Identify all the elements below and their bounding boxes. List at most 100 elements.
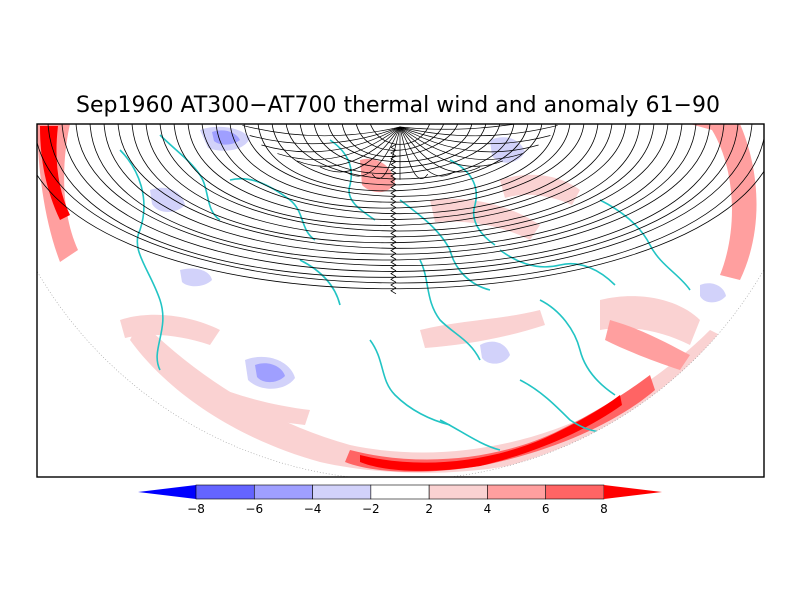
colorbar-tick-label: 4 (484, 502, 492, 516)
anomaly-shading (37, 124, 757, 473)
coastline-segment (439, 419, 501, 451)
streamline (399, 126, 429, 180)
colorbar-bin (253, 484, 313, 500)
streamline-arrow (390, 161, 397, 168)
coastline-segment (329, 139, 376, 221)
colorbar-tick-label: −8 (187, 502, 205, 516)
streamline-arrow (390, 195, 397, 203)
streamline (37, 124, 764, 284)
coastline-segment (539, 299, 616, 396)
streamline (399, 126, 503, 167)
streamline-arrow (390, 281, 397, 289)
streamline (399, 126, 455, 177)
colorbar-bin (195, 484, 255, 500)
colorbar-bin (487, 484, 547, 500)
streamline-arrow (390, 178, 397, 186)
streamline-arrow (390, 155, 397, 163)
colorbar-extend-high (604, 485, 662, 499)
streamline-arrow (390, 224, 397, 232)
streamline (249, 126, 401, 145)
streamline (145, 124, 655, 238)
streamline-arrow (390, 212, 397, 220)
streamline (399, 126, 539, 153)
streamline (399, 126, 523, 160)
coastline-segment (499, 249, 616, 286)
colorbar-extend-low (138, 485, 196, 499)
colorbar-tick-label: −2 (362, 502, 380, 516)
streamline (297, 126, 401, 167)
streamline-arrow (390, 270, 397, 277)
thermal-wind-streamlines (37, 124, 764, 295)
map-frame (36, 123, 765, 478)
projection-boundary (37, 268, 764, 477)
colorbar-tick-label: −4 (304, 502, 322, 516)
streamline-arrow (390, 230, 397, 237)
anomaly-patch (600, 296, 700, 345)
colorbar-bin (545, 484, 605, 500)
coastline-segment (119, 149, 164, 371)
streamline (117, 124, 683, 249)
anomaly-patch (180, 268, 212, 287)
coastline-segment (369, 339, 451, 426)
streamline (399, 124, 561, 130)
map-title: Sep1960 AT300−AT700 thermal wind and ano… (76, 93, 720, 118)
coastline-segment (399, 199, 491, 291)
streamline-arrow (390, 201, 397, 209)
streamline (61, 124, 739, 272)
streamline (131, 124, 669, 244)
streamline-arrow (390, 172, 397, 180)
streamline-arrow (390, 247, 397, 254)
colorbar-bin (312, 484, 372, 500)
streamline (243, 124, 557, 197)
streamline (47, 124, 753, 278)
coastline-segment (299, 259, 341, 306)
streamline (187, 124, 613, 220)
streamline (37, 124, 764, 290)
anomaly-patch (430, 198, 540, 240)
streamline (261, 126, 401, 153)
streamline-arrow (390, 184, 397, 191)
streamline (242, 125, 401, 137)
streamline (103, 124, 697, 255)
anomaly-patch (700, 283, 726, 303)
streamline (399, 126, 551, 145)
anomaly-patch (605, 320, 690, 370)
streamline (89, 124, 711, 261)
coastline-segment (599, 199, 691, 291)
map-panel (37, 124, 764, 477)
streamline (257, 124, 543, 192)
streamline (371, 126, 401, 180)
streamline-arrow (390, 241, 397, 249)
streamline (75, 124, 725, 267)
streamline-arrow (390, 207, 397, 214)
streamline (201, 124, 599, 214)
anomaly-patch (120, 314, 220, 345)
streamline-arrow (390, 253, 397, 260)
anomaly-patch (40, 126, 70, 220)
streamline-arrow (390, 166, 397, 174)
streamline (277, 126, 401, 160)
colorbar: −8 −6 −4 −2 2 4 6 8 (138, 484, 662, 516)
streamline (319, 126, 401, 173)
anomaly-patch (500, 174, 580, 205)
streamline (173, 124, 627, 226)
colorbar-tick-label: 2 (425, 502, 433, 516)
streamline-arrow (390, 275, 397, 283)
anomaly-patch (185, 375, 310, 425)
anomaly-patch (255, 363, 285, 383)
anomaly-patch (360, 395, 622, 471)
anomaly-patch (690, 124, 757, 280)
coastline-segment (229, 177, 316, 241)
streamline-arrow (390, 264, 397, 272)
streamline-arrow (390, 287, 397, 295)
streamline-arrow (390, 235, 397, 243)
streamline (399, 125, 558, 137)
streamline (399, 126, 481, 173)
streamline (159, 124, 641, 232)
colorbar-tick-label: 8 (600, 502, 608, 516)
streamline-arrow (390, 218, 397, 226)
anomaly-patch (420, 310, 545, 348)
streamline-arrow (390, 189, 397, 197)
anomaly-patch (480, 341, 510, 364)
